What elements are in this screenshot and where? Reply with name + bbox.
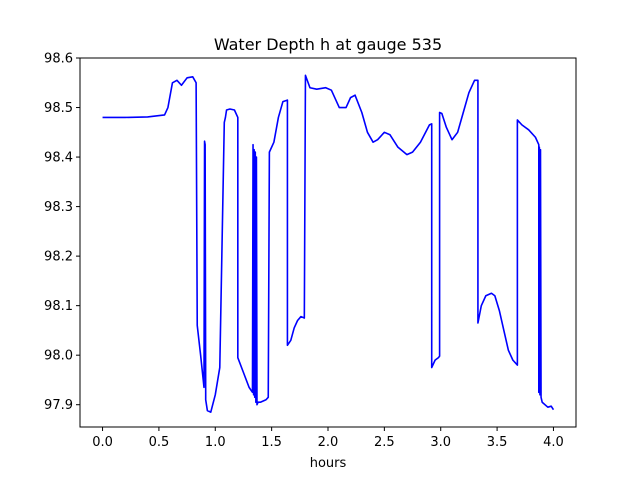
chart-title: Water Depth h at gauge 535 xyxy=(214,35,442,54)
y-tick-label: 98.6 xyxy=(44,52,73,67)
y-tick-label: 98.5 xyxy=(44,101,73,116)
y-tick-label: 97.9 xyxy=(44,398,73,413)
x-tick-label: 4.0 xyxy=(543,435,564,450)
x-tick-label: 1.5 xyxy=(261,435,282,450)
x-axis: 0.0 0.5 1.0 1.5 2.0 2.5 3.0 3.5 4.0 xyxy=(92,427,564,450)
x-tick-label: 1.0 xyxy=(205,435,226,450)
x-axis-label: hours xyxy=(310,456,347,471)
y-tick-label: 98.1 xyxy=(44,299,73,314)
x-tick-label: 2.5 xyxy=(374,435,395,450)
plot-area xyxy=(102,74,555,413)
x-tick-label: 0.0 xyxy=(92,435,113,450)
x-tick-label: 3.5 xyxy=(487,435,508,450)
y-tick-label: 98.0 xyxy=(44,349,73,364)
x-tick-label: 3.0 xyxy=(430,435,451,450)
y-tick-label: 98.2 xyxy=(44,250,73,265)
y-tick-label: 98.3 xyxy=(44,200,73,215)
y-tick-label: 98.4 xyxy=(44,151,73,166)
x-tick-label: 2.0 xyxy=(318,435,339,450)
series-line xyxy=(102,74,555,413)
x-tick-label: 0.5 xyxy=(149,435,170,450)
axes-frame xyxy=(79,57,577,428)
y-axis: 97.9 98.0 98.1 98.2 98.3 98.4 98.5 98.6 xyxy=(44,52,80,413)
